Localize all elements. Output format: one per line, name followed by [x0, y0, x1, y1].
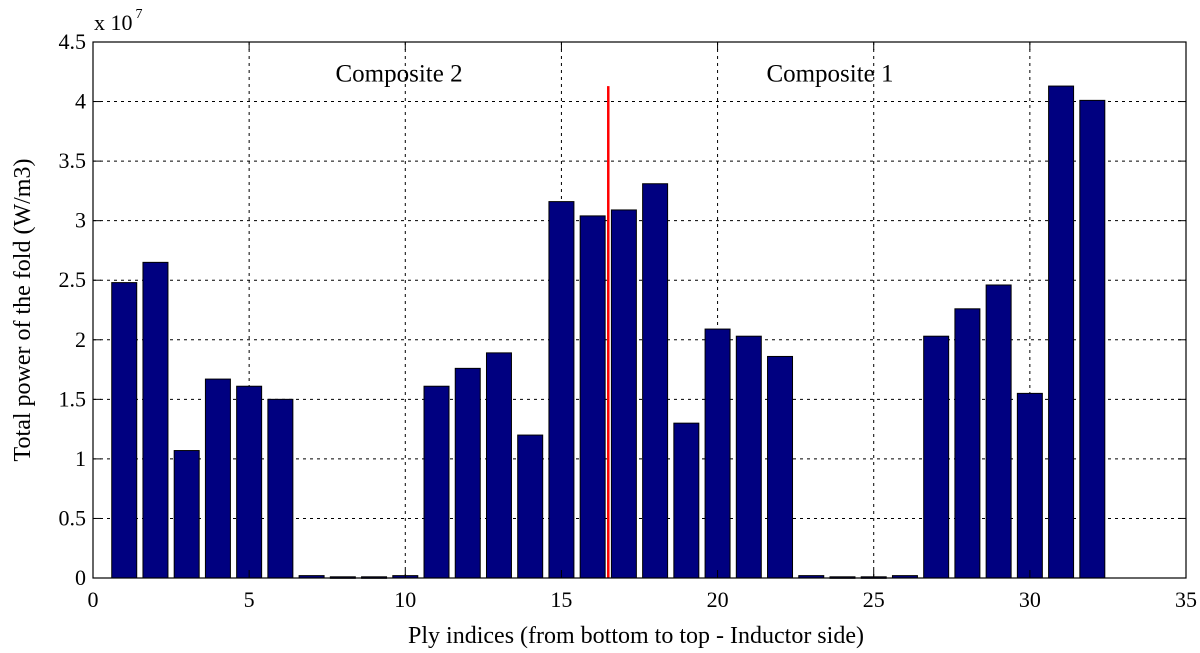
bar: [610, 209, 637, 579]
bar: [236, 385, 263, 579]
ticks: [92, 41, 1187, 579]
annotation-composite-2: Composite 2: [335, 60, 462, 87]
x-axis-label: Ply indices (from bottom to top - Induct…: [408, 623, 864, 649]
bars: [111, 85, 1106, 579]
bar: [485, 352, 512, 579]
bar: [1079, 99, 1106, 579]
plot-frame: [92, 41, 1187, 579]
y-tick-label: 2.5: [59, 267, 87, 292]
x-tick-label: 20: [707, 587, 729, 612]
bar: [204, 378, 231, 579]
bar: [267, 398, 294, 579]
x-tick-label: 5: [244, 587, 255, 612]
y-multiplier-exponent: 7: [136, 7, 143, 22]
bar: [642, 183, 669, 579]
annotation-composite-1: Composite 1: [766, 60, 893, 87]
y-tick-label: 3.5: [59, 148, 87, 173]
bar: [1048, 85, 1075, 579]
bar: [735, 335, 762, 579]
y-tick-label: 4: [75, 89, 86, 114]
y-multiplier: x 10 7: [94, 7, 143, 35]
y-tick-label: 0.5: [59, 505, 87, 530]
y-tick-label: 2: [75, 327, 86, 352]
x-tick-label: 10: [394, 587, 416, 612]
bar: [704, 328, 731, 579]
bar: [1016, 392, 1043, 579]
y-tick-label: 0: [75, 565, 86, 590]
tick-labels: 0 5 10 15 20 25 30 35 0 0.5 1 1.5 2 2.5 3 3.5 4 4.5: [59, 29, 1198, 612]
bar: [142, 261, 169, 579]
bar: [111, 282, 138, 579]
bar: [517, 434, 544, 579]
bar: [423, 385, 450, 579]
bar: [923, 335, 950, 579]
y-tick-label: 3: [75, 208, 86, 233]
x-tick-label: 30: [1019, 587, 1041, 612]
y-tick-label: 4.5: [59, 29, 87, 54]
bar: [454, 367, 481, 579]
bar: [954, 308, 981, 579]
y-tick-label: 1.5: [59, 386, 87, 411]
y-axis-label: Total power of the fold (W/m3): [10, 159, 36, 462]
bar: [173, 450, 200, 579]
y-multiplier-base: x 10: [94, 10, 133, 35]
x-tick-label: 0: [88, 587, 99, 612]
x-tick-label: 35: [1175, 587, 1197, 612]
bar: [579, 215, 606, 579]
y-tick-label: 1: [75, 446, 86, 471]
x-tick-label: 15: [550, 587, 572, 612]
bar: [673, 422, 700, 579]
bar: [767, 355, 794, 579]
bar: [548, 201, 575, 579]
bar: [985, 284, 1012, 579]
x-tick-label: 25: [863, 587, 885, 612]
